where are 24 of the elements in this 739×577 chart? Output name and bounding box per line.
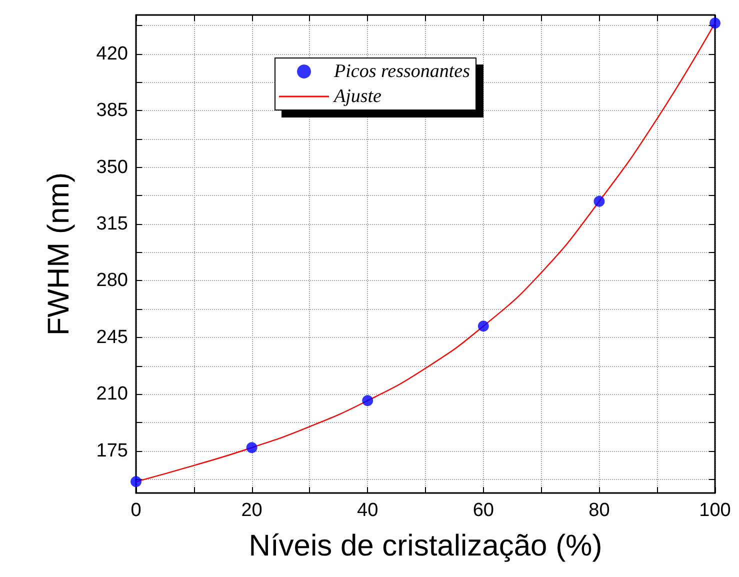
y-tick-label: 175: [96, 440, 128, 462]
point: [594, 196, 605, 207]
legend-label: Ajuste: [332, 86, 382, 107]
y-tick-label: 210: [96, 384, 128, 405]
y-tick-label: 245: [96, 326, 128, 348]
y-tick-label: 280: [96, 270, 128, 292]
x-axis-title: Níveis de cristalização (%): [248, 530, 602, 562]
x-tick-label: 40: [357, 500, 378, 521]
y-tick-label: 420: [96, 43, 128, 64]
x-tick-label: 60: [472, 500, 494, 521]
x-tick-label: 20: [241, 500, 262, 521]
point: [362, 395, 374, 406]
x-tick-label: 0: [130, 500, 142, 521]
point: [130, 476, 142, 488]
x-tick-label: 80: [588, 500, 610, 521]
y-tick-label: 385: [96, 100, 128, 122]
y-tick-label: 350: [96, 156, 128, 178]
y-axis-title: FWHM (nm): [42, 172, 76, 336]
y-tick-label: 315: [96, 214, 128, 235]
legend-label: Picos ressonantes: [333, 61, 470, 82]
x-tick-label: 100: [699, 500, 731, 521]
point: [246, 442, 258, 454]
point: [478, 320, 489, 332]
point: [710, 18, 720, 29]
